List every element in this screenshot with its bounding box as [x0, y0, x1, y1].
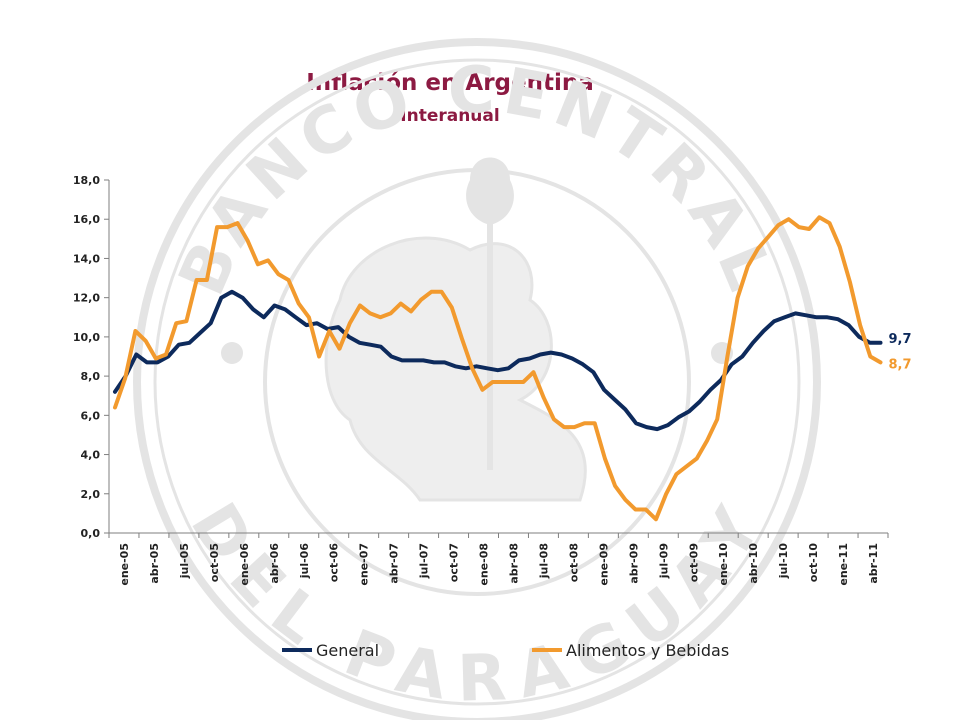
seal-dot-left	[221, 342, 243, 364]
legend-label: General	[316, 641, 379, 660]
axes: 0,0 2,0 4,0 6,0 8,0 10,0 12,0 14,0 16,0 18,0 ene-0…	[73, 174, 889, 586]
y-tick-label: 8,0	[81, 370, 101, 383]
y-tick-label: 6,0	[81, 409, 101, 422]
x-tick-label: jul-05	[178, 543, 191, 579]
x-tick-label: abr-09	[627, 543, 640, 584]
series-end-label: 8,7	[889, 357, 912, 372]
x-tick-label: oct-10	[807, 543, 820, 583]
y-tick-label: 14,0	[73, 252, 100, 265]
y-tick-label: 2,0	[81, 488, 101, 501]
legend-label: Alimentos y Bebidas	[566, 641, 729, 660]
x-tick-label: abr-11	[867, 543, 880, 584]
series-end-label: 9,7	[889, 332, 912, 347]
y-tick-label: 4,0	[81, 449, 101, 462]
x-tick-label: ene-07	[358, 543, 371, 586]
x-tick-label: ene-08	[478, 543, 491, 586]
seal-lion-icon	[324, 236, 587, 502]
x-tick-label: ene-05	[118, 543, 131, 586]
legend: General Alimentos y Bebidas	[282, 641, 729, 660]
seal-outer-ring-thin	[153, 58, 801, 706]
x-tick-label: oct-06	[328, 543, 341, 583]
x-tick-label: jul-09	[657, 543, 670, 579]
series-lines	[113, 215, 883, 522]
x-tick-label: abr-10	[747, 543, 760, 584]
x-tick-label: oct-09	[687, 543, 700, 582]
x-tick-label: ene-11	[837, 543, 850, 586]
seal-outer-ring	[133, 38, 821, 720]
seal-text-bottom: DEL PARAGUAY	[176, 491, 778, 717]
x-tick-label: ene-09	[597, 543, 610, 586]
x-tick-label: oct-05	[208, 543, 221, 582]
x-tick-label: jul-07	[418, 543, 431, 579]
seal-cap-icon	[466, 157, 514, 225]
x-tick-label: abr-05	[148, 543, 161, 584]
y-tick-label: 12,0	[73, 292, 100, 305]
x-tick-label: oct-07	[448, 543, 461, 582]
x-tick-label: ene-10	[717, 543, 730, 586]
x-tick-label: abr-07	[388, 543, 401, 584]
chart-subtitle: Interanual	[400, 106, 500, 126]
food-series-line	[113, 215, 883, 522]
y-tick-label: 10,0	[73, 331, 100, 344]
y-tick-label: 0,0	[81, 527, 101, 540]
x-tick-label: jul-06	[298, 543, 311, 580]
x-tick-label: jul-10	[777, 543, 790, 580]
x-tick-label: abr-06	[268, 543, 281, 584]
x-tick-label: abr-08	[507, 543, 520, 584]
x-tick-label: oct-08	[567, 543, 580, 582]
x-tick-label: jul-08	[537, 543, 550, 579]
y-tick-label: 18,0	[73, 174, 100, 187]
y-tick-label: 16,0	[73, 213, 100, 226]
end-labels: 9,7 8,7	[889, 332, 912, 373]
x-tick-label: ene-06	[238, 543, 251, 586]
general-series-line	[113, 289, 883, 432]
